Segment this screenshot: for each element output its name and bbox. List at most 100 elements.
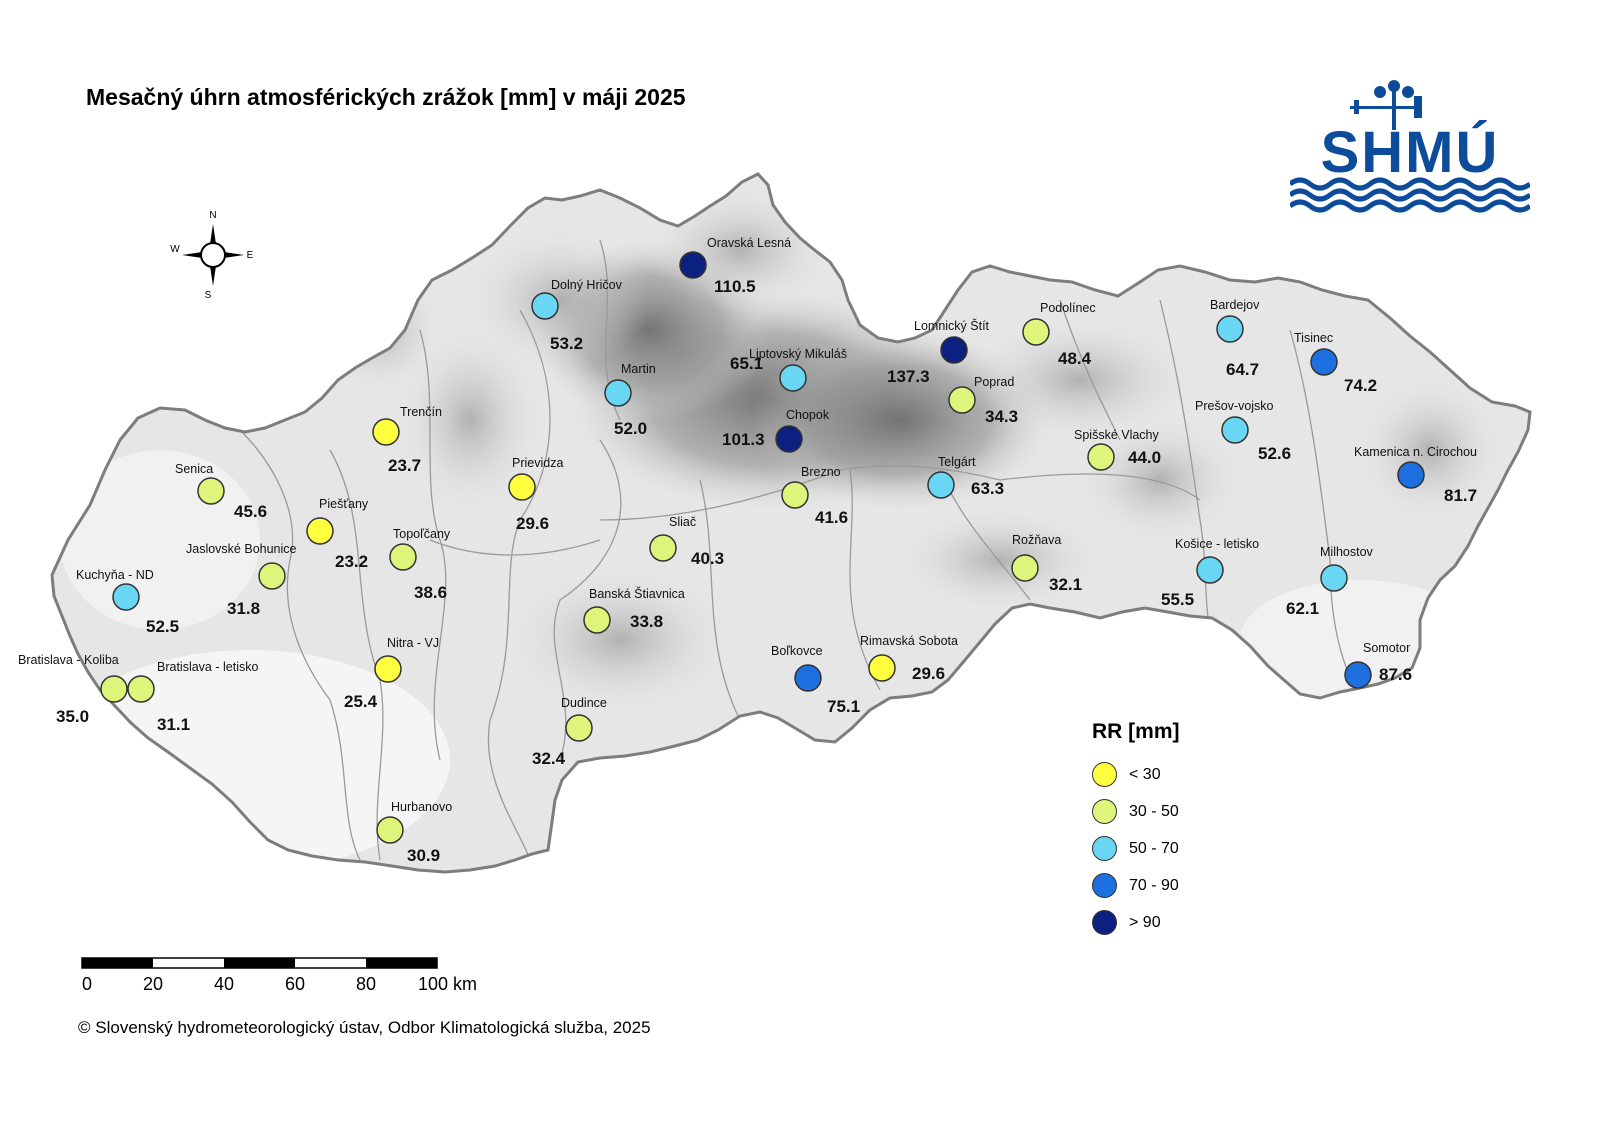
station-marker	[775, 425, 803, 453]
station-marker	[779, 364, 807, 392]
station-value: 53.2	[550, 334, 583, 353]
legend-swatch	[1092, 799, 1117, 824]
scale-tick-40: 40	[214, 974, 234, 994]
station-poprad: Poprad 34.3	[948, 375, 1018, 426]
station-name: Dolný Hričov	[551, 278, 623, 292]
scale-tick-20: 20	[143, 974, 163, 994]
station-value: 35.0	[56, 707, 89, 726]
station-name: Prievidza	[512, 456, 563, 470]
station-name: Lomnický Štít	[914, 318, 990, 333]
station-marker	[372, 418, 400, 446]
station-name: Sliač	[669, 515, 696, 529]
scale-tick-0: 0	[82, 974, 92, 994]
station-value: 44.0	[1128, 448, 1161, 467]
station-marker	[1216, 315, 1244, 343]
station-value: 38.6	[414, 583, 447, 602]
station-marker	[1196, 556, 1224, 584]
station-name: Senica	[175, 462, 213, 476]
legend-item-30-50: 30 - 50	[1092, 793, 1292, 830]
station-hurbanovo: Hurbanovo 30.9	[376, 800, 452, 865]
compass-rose: N S E W	[170, 210, 254, 300]
station-marker	[1022, 318, 1050, 346]
station-value: 23.7	[388, 456, 421, 475]
legend-label: 30 - 50	[1129, 802, 1179, 820]
station-bardejov: Bardejov 64.7	[1210, 298, 1260, 379]
station-value: 62.1	[1286, 599, 1319, 618]
station-prievidza: Prievidza 29.6	[508, 456, 563, 533]
station-value: 45.6	[234, 502, 267, 521]
station-name: Podolínec	[1040, 301, 1096, 315]
station-value: 87.6	[1379, 665, 1412, 684]
stations-layer: Oravská Lesná 110.5 Dolný Hričov 53.2 Martin…	[18, 236, 1477, 865]
station-kosice-letisko: Košice - letisko 55.5	[1161, 537, 1259, 609]
legend-label: < 30	[1129, 765, 1161, 783]
station-name: Telgárt	[938, 455, 976, 469]
station-marker	[1011, 554, 1039, 582]
station-dolny-hricov: Dolný Hričov 53.2	[531, 278, 623, 353]
legend-swatch	[1092, 836, 1117, 861]
legend-item-70-90: 70 - 90	[1092, 867, 1292, 904]
station-value: 30.9	[407, 846, 440, 865]
station-marker	[112, 583, 140, 611]
station-martin: Martin 52.0	[604, 362, 656, 438]
station-marker	[389, 543, 417, 571]
station-roznava: Rožňava 32.1	[1011, 533, 1082, 594]
station-name: Liptovský Mikuláš	[749, 347, 847, 361]
station-bratislava-letisko: Bratislava - letisko 31.1	[127, 660, 258, 734]
station-value: 110.5	[714, 277, 756, 296]
station-banska-stiavnica: Banská Štiavnica 33.8	[583, 586, 685, 634]
station-value: 32.1	[1049, 575, 1082, 594]
station-marker	[306, 517, 334, 545]
compass-icon	[182, 224, 244, 286]
legend-label: 50 - 70	[1129, 839, 1179, 857]
station-brezno: Brezno 41.6	[781, 465, 848, 527]
compass-east: E	[247, 250, 254, 261]
legend: RR [mm] < 30 30 - 50 50 - 70 70 - 90 > 9…	[1092, 720, 1292, 941]
station-value: 101.3	[722, 430, 765, 449]
station-name: Bratislava - letisko	[157, 660, 258, 674]
region-boundaries	[239, 239, 1361, 861]
station-name: Brezno	[801, 465, 841, 479]
station-nitra-vj: Nitra - VJ 25.4	[344, 636, 439, 711]
station-value: 29.6	[912, 664, 945, 683]
compass-south: S	[205, 290, 212, 300]
station-name: Nitra - VJ	[387, 636, 439, 650]
station-marker	[649, 534, 677, 562]
station-marker	[376, 816, 404, 844]
station-value: 48.4	[1058, 349, 1092, 368]
compass-north: N	[209, 210, 216, 221]
station-marker	[127, 675, 155, 703]
station-value: 75.1	[827, 697, 860, 716]
station-somotor: Somotor 87.6	[1344, 641, 1412, 689]
station-dudince: Dudince 32.4	[532, 696, 607, 768]
station-oravska-lesna: Oravská Lesná 110.5	[679, 236, 791, 296]
logo-waves	[1290, 177, 1530, 213]
station-value: 40.3	[691, 549, 724, 568]
station-marker	[1397, 461, 1425, 489]
station-tisinec: Tisinec 74.2	[1294, 331, 1377, 395]
station-lomnicky-stit: Lomnický Štít 137.3	[887, 318, 990, 386]
station-value: 74.2	[1344, 376, 1377, 395]
station-value: 137.3	[887, 367, 930, 386]
legend-item-gt90: > 90	[1092, 904, 1292, 941]
station-value: 63.3	[971, 479, 1004, 498]
station-value: 52.0	[614, 419, 647, 438]
station-marker	[868, 654, 896, 682]
station-name: Košice - letisko	[1175, 537, 1259, 551]
station-name: Hurbanovo	[391, 800, 452, 814]
station-name: Bratislava - Koliba	[18, 653, 119, 667]
station-name: Dudince	[561, 696, 607, 710]
station-bolkovce: Boľkovce 75.1	[771, 644, 860, 716]
station-trencin: Trenčín 23.7	[372, 405, 442, 475]
legend-label: > 90	[1129, 913, 1161, 931]
station-name: Trenčín	[400, 405, 442, 419]
station-name: Milhostov	[1320, 545, 1374, 559]
station-telgart: Telgárt 63.3	[927, 455, 1004, 499]
legend-label: 70 - 90	[1129, 876, 1179, 894]
station-marker	[508, 473, 536, 501]
legend-swatch	[1092, 910, 1117, 935]
station-jaslovske-bohunice: Jaslovské Bohunice 31.8	[186, 542, 297, 618]
station-marker	[679, 251, 707, 279]
station-name: Boľkovce	[771, 644, 823, 658]
